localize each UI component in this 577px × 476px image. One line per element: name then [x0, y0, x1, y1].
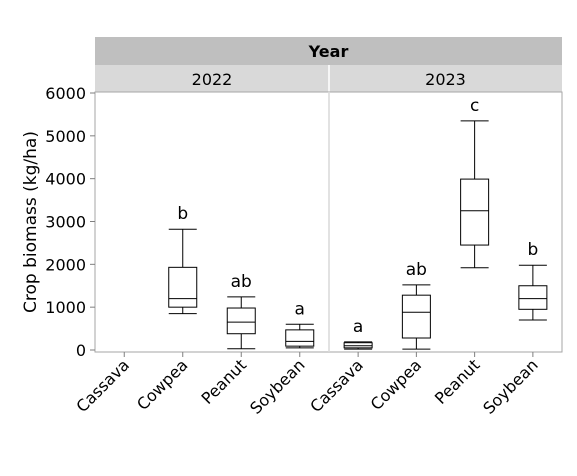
- box-2023-soybean: b: [518, 240, 548, 321]
- x-tick-label: Peanut: [198, 355, 251, 408]
- box-2022-cowpea: b: [168, 204, 198, 315]
- panel-header-2022: [95, 65, 329, 92]
- facet-header-bar: [95, 37, 562, 65]
- y-tick-label: 1000: [45, 298, 86, 317]
- y-axis-label: Crop biomass (kg/ha): [21, 131, 41, 313]
- significance-letter: b: [527, 240, 538, 260]
- x-tick-label: Peanut: [431, 355, 484, 408]
- box-2023-cowpea: ab: [401, 260, 431, 350]
- panel-label-2022: 2022: [192, 70, 233, 89]
- significance-letter: ab: [231, 272, 252, 292]
- y-tick-label: 2000: [45, 255, 86, 274]
- y-axis: 0 1000 2000 3000 4000 5000 6000: [45, 84, 95, 360]
- box-iqr: [460, 178, 490, 246]
- y-tick-label: 6000: [45, 84, 86, 103]
- x-tick-label: Cassava: [306, 355, 367, 416]
- box-2022-soybean: a: [285, 299, 315, 349]
- box-2023-cassava: a: [343, 317, 373, 350]
- significance-letter: ab: [406, 260, 427, 280]
- significance-letter: a: [353, 317, 363, 337]
- box-group: b ab a a ab c b: [168, 96, 548, 350]
- box-iqr: [168, 266, 198, 308]
- significance-letter: b: [177, 204, 188, 224]
- x-tick-label: Cowpea: [133, 355, 192, 414]
- x-tick-label: Soybean: [479, 355, 541, 417]
- box-iqr: [285, 329, 315, 347]
- panel-label-2023: 2023: [425, 70, 466, 89]
- significance-letter: a: [295, 299, 305, 319]
- box-2023-peanut: c: [460, 96, 490, 269]
- x-tick-label: Soybean: [246, 355, 308, 417]
- y-tick-label: 4000: [45, 170, 86, 189]
- box-iqr: [226, 307, 256, 335]
- x-tick-label: Cowpea: [367, 355, 426, 414]
- y-tick-label: 5000: [45, 127, 86, 146]
- facet-header-title: Year: [308, 42, 349, 61]
- x-tick-label: Cassava: [72, 355, 133, 416]
- significance-letter: c: [470, 96, 479, 116]
- y-tick-label: 3000: [45, 213, 86, 232]
- panel-header-2023: [329, 65, 562, 92]
- y-tick-label: 0: [76, 341, 86, 360]
- box-iqr: [518, 285, 548, 310]
- box-iqr: [401, 294, 431, 339]
- box-2022-peanut: ab: [226, 272, 256, 350]
